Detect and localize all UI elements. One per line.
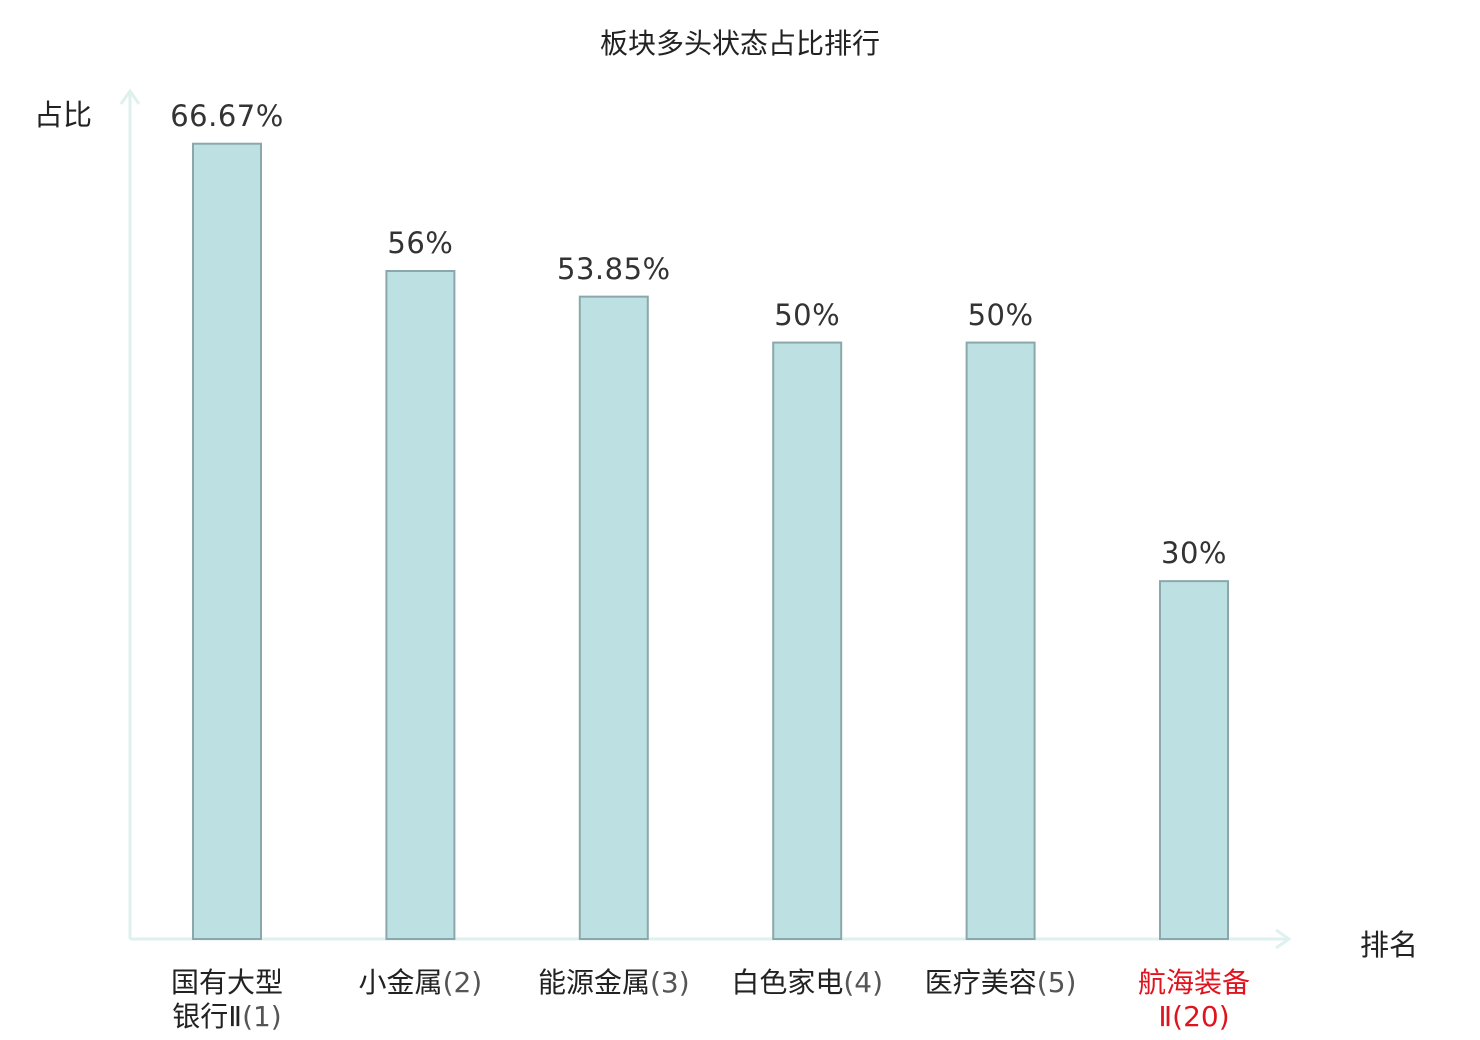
y-axis-arrow-icon: [119, 88, 141, 105]
x-tick-label-text: 白色家电: [731, 966, 844, 999]
x-tick-label-line: Ⅱ(20): [1074, 1000, 1314, 1034]
x-tick-label-text: 小金属: [358, 966, 443, 999]
x-tick-label-line: 白色家电(4): [687, 966, 927, 1000]
bar: [192, 142, 262, 940]
x-tick-rank: (3): [649, 966, 690, 999]
x-tick-label-line: 航海装备: [1074, 966, 1314, 1000]
x-tick-label: 医疗美容(5): [881, 966, 1121, 1000]
y-axis-title: 占比: [34, 98, 93, 132]
x-tick-rank: (2): [442, 966, 483, 999]
bar-value-label: 66.67%: [170, 98, 284, 133]
x-tick-label-line: 银行Ⅱ(1): [107, 1000, 347, 1034]
bar: [772, 341, 843, 941]
x-tick-label-text: 航海装备: [1137, 966, 1250, 999]
x-tick-label-text: Ⅱ: [1158, 1000, 1173, 1033]
x-axis-arrow-icon: [1275, 928, 1292, 950]
x-tick-label-text: 医疗美容: [924, 966, 1037, 999]
x-tick-label-text: 银行Ⅱ: [172, 1000, 243, 1033]
bar-value-label: 50%: [967, 297, 1034, 332]
x-tick-label-line: 医疗美容(5): [881, 966, 1121, 1000]
x-tick-label-text: 能源金属: [537, 966, 650, 999]
bar: [578, 295, 649, 940]
bar: [1159, 580, 1229, 941]
bar-value-label: 50%: [774, 297, 841, 332]
bar: [385, 270, 456, 940]
x-tick-label: 能源金属(3): [494, 966, 734, 1000]
x-axis-title: 排名: [1360, 928, 1419, 962]
x-tick-label-line: 国有大型: [107, 966, 347, 1000]
x-tick-label-line: 能源金属(3): [494, 966, 734, 1000]
x-tick-label-text: 国有大型: [170, 966, 283, 999]
bar-value-label: 53.85%: [557, 251, 671, 286]
x-tick-rank: (5): [1036, 966, 1077, 999]
bar-value-label: 56%: [387, 226, 454, 260]
x-tick-rank: (4): [843, 966, 884, 999]
x-tick-label-line: 小金属(2): [300, 966, 540, 1000]
x-tick-rank: (20): [1172, 1000, 1230, 1033]
bar: [965, 341, 1036, 941]
x-tick-label: 白色家电(4): [687, 966, 927, 1000]
x-tick-label: 国有大型 银行Ⅱ(1): [107, 966, 347, 1034]
x-tick-rank: (1): [242, 1000, 282, 1033]
x-tick-label: 小金属(2): [300, 966, 540, 1000]
bar-value-label: 30%: [1161, 536, 1227, 571]
chart-title: 板块多头状态占比排行: [599, 27, 880, 60]
x-tick-label: 航海装备 Ⅱ(20): [1074, 966, 1314, 1034]
